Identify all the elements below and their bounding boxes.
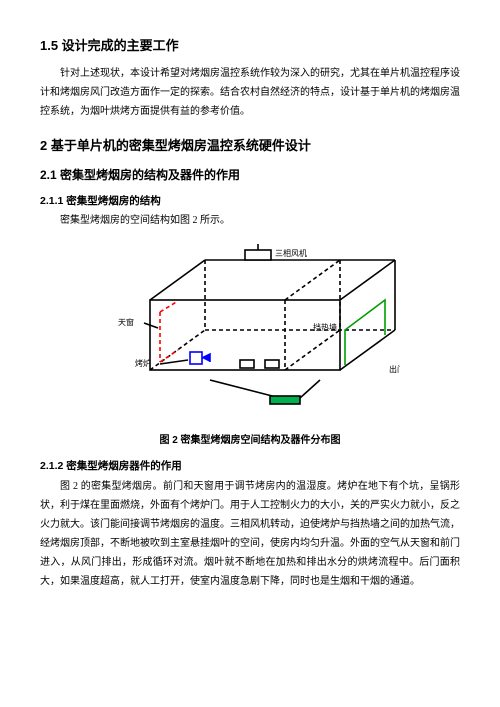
svg-text:天窗: 天窗 — [118, 317, 134, 327]
heading-2: 2 基于单片机的密集型烤烟房温控系统硬件设计 — [40, 135, 460, 154]
line-2-1-1: 密集型烤烟房的空间结构如图 2 所示。 — [40, 212, 460, 230]
figure-svg: 挡热墙 三相风机天窗烤炉出门 — [100, 240, 400, 420]
svg-text:出门: 出门 — [389, 364, 400, 374]
figure-2: 挡热墙 三相风机天窗烤炉出门 — [40, 240, 460, 425]
heading-2-1: 2.1 密集型烤烟房的结构及器件的作用 — [40, 166, 460, 183]
figure-caption: 图 2 密集型烤烟房空间结构及器件分布图 — [40, 431, 460, 446]
heading-1-5: 1.5 设计完成的主要工作 — [40, 35, 460, 54]
heading-2-1-2: 2.1.2 密集型烤烟房器件的作用 — [40, 458, 460, 473]
svg-text:烤炉: 烤炉 — [135, 358, 151, 368]
svg-text:挡热墙: 挡热墙 — [313, 322, 337, 332]
svg-text:三相风机: 三相风机 — [275, 248, 307, 258]
para-1-5: 针对上述现状，本设计希望对烤烟房温控系统作较为深入的研究，尤其在单片机温控程序设… — [40, 64, 460, 121]
document-page: 1.5 设计完成的主要工作 针对上述现状，本设计希望对烤烟房温控系统作较为深入的… — [0, 0, 500, 625]
para-2-1-2: 图 2 的密集型烤烟房。前门和天窗用于调节烤房内的温湿度。烤炉在地下有个坑，呈锅… — [40, 477, 460, 591]
heading-2-1-1: 2.1.1 密集型烤烟房的结构 — [40, 193, 460, 208]
